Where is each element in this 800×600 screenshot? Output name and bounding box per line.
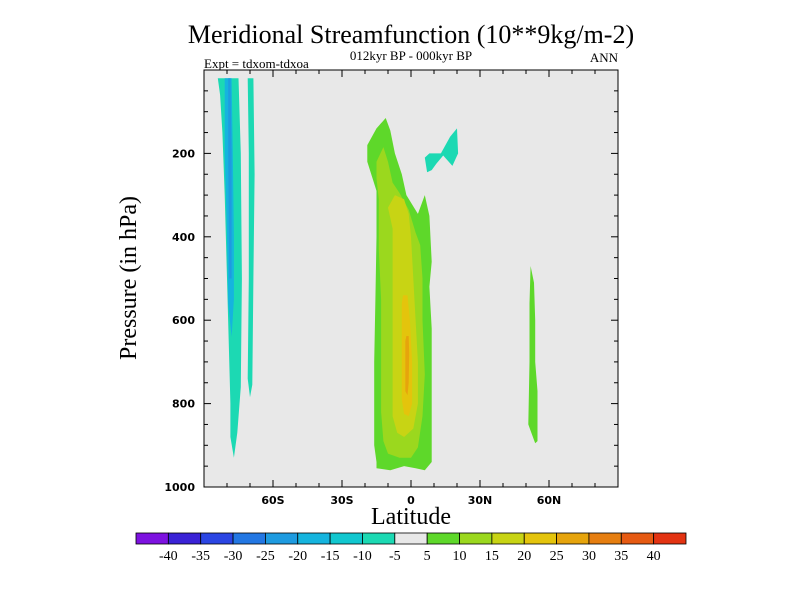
- x-tick-label-3: 30N: [468, 494, 493, 507]
- colorbar-label-7: -5: [389, 549, 401, 564]
- colorbar-box-4: [265, 532, 299, 545]
- contour-region-9: [528, 266, 538, 444]
- colorbar-box-10: [459, 532, 493, 545]
- colorbar-label-10: 15: [485, 549, 499, 564]
- colorbar-box-16: [653, 532, 687, 545]
- colorbar-box-15: [620, 532, 655, 545]
- colorbar-label-13: 30: [582, 549, 596, 564]
- y-tick-label-2: 600: [172, 314, 195, 327]
- colorbar-label-0: -40: [159, 549, 178, 564]
- y-tick-label-1: 400: [172, 231, 195, 244]
- colorbar-box-11: [491, 532, 525, 545]
- colorbar: -40 -35 -30 -25 -20 -15 -10 -5 5 10 15 20 25 30 35 40: [135, 532, 687, 564]
- x-tick-label-0: 60S: [261, 494, 284, 507]
- y-tick-label-3: 800: [172, 398, 195, 411]
- colorbar-box-3: [232, 532, 266, 545]
- contour-regions: [208, 78, 538, 471]
- colorbar-box-12: [523, 532, 557, 545]
- y-axis-label: Pressure (in hPa): [116, 196, 142, 360]
- colorbar-box-6: [329, 532, 363, 545]
- chart-title: Meridional Streamfunction (10**9kg/m-2): [188, 20, 634, 49]
- colorbar-label-9: 10: [453, 549, 467, 564]
- colorbar-box-1: [167, 532, 202, 545]
- colorbar-box-13: [556, 532, 590, 545]
- colorbar-label-14: 35: [614, 549, 628, 564]
- colorbar-box-14: [588, 532, 622, 545]
- chart-subtitle: 012kyr BP - 000kyr BP: [350, 48, 472, 63]
- colorbar-box-7: [362, 532, 396, 545]
- colorbar-box-5: [297, 532, 331, 545]
- colorbar-box-8: [394, 532, 428, 545]
- x-tick-label-2: 0: [407, 494, 415, 507]
- experiment-label: Expt = tdxom-tdxoa: [204, 56, 309, 71]
- colorbar-box-2: [200, 532, 234, 545]
- x-tick-label-4: 60N: [537, 494, 562, 507]
- contour-region-3: [424, 128, 459, 173]
- colorbar-label-15: 40: [647, 549, 661, 564]
- x-axis-label: Latitude: [371, 504, 451, 530]
- colorbar-label-4: -20: [288, 549, 307, 564]
- colorbar-box-0: [135, 532, 169, 545]
- season-label: ANN: [590, 50, 619, 65]
- colorbar-label-12: 25: [550, 549, 564, 564]
- y-tick-label-0: 200: [172, 147, 195, 160]
- colorbar-label-5: -15: [321, 549, 340, 564]
- x-tick-label-1: 30S: [330, 494, 353, 507]
- contour-region-8: [405, 336, 410, 396]
- colorbar-label-3: -25: [256, 549, 275, 564]
- colorbar-label-2: -30: [224, 549, 243, 564]
- colorbar-box-9: [426, 532, 460, 545]
- colorbar-label-11: 20: [517, 549, 531, 564]
- colorbar-label-1: -35: [191, 549, 210, 564]
- contour-region-2: [228, 78, 232, 279]
- y-tick-label-4: 1000: [164, 481, 195, 494]
- axis-ticks: 60S 30S 0 30N 60N 200 400 600 800 1000: [164, 70, 618, 507]
- colorbar-label-6: -10: [353, 549, 372, 564]
- colorbar-label-8: 5: [424, 549, 431, 564]
